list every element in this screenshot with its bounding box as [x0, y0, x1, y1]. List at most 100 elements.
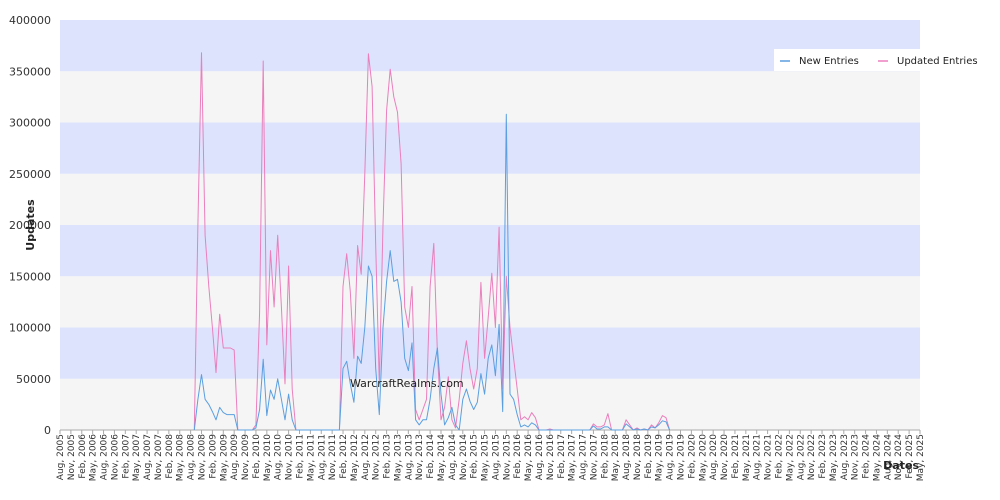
x-tick-label: Aug, 2010: [274, 434, 284, 480]
x-tick-label: Nov, 2009: [241, 434, 251, 480]
x-tick-label: May, 2022: [785, 434, 795, 481]
x-tick-label: Feb, 2020: [687, 434, 697, 479]
x-tick-label: May, 2017: [568, 434, 578, 481]
x-tick-label: Feb, 2025: [905, 434, 915, 479]
x-tick-label: May, 2006: [89, 434, 99, 482]
x-tick-label: Feb, 2019: [644, 434, 654, 479]
x-tick-label: Nov, 2005: [67, 434, 77, 480]
x-tick-label: Aug, 2005: [56, 434, 66, 480]
x-tick-label: May, 2021: [742, 434, 752, 481]
series-layer: [193, 52, 671, 431]
x-tick-label: May, 2016: [524, 434, 534, 482]
x-tick-label: Feb, 2023: [818, 434, 828, 479]
y-tick-label: 100000: [9, 322, 51, 335]
y-tick-label: 350000: [9, 65, 51, 78]
y-tick-label: 400000: [9, 14, 51, 27]
x-tick-label: Aug, 2006: [100, 434, 110, 480]
x-tick-label: May, 2023: [829, 434, 839, 481]
x-tick-label: May, 2025: [916, 434, 926, 481]
y-tick-label: 150000: [9, 270, 51, 283]
x-tick-label: Feb, 2010: [252, 434, 262, 479]
y-tick-labels: 0 50000 100000 150000 200000 250000 300000 3500…: [9, 14, 51, 437]
x-tick-label: Nov, 2010: [285, 434, 295, 480]
y-tick-label: 300000: [9, 117, 51, 130]
x-tick-label: Feb, 2024: [862, 434, 872, 479]
x-tick-label: May, 2018: [611, 434, 621, 482]
x-tick-label: Aug, 2013: [404, 434, 414, 480]
y-tick-label: 50000: [16, 373, 51, 386]
grid-band: [60, 122, 920, 174]
x-tick-label: Feb, 2012: [339, 434, 349, 479]
x-tick-label: Nov, 2011: [328, 434, 338, 480]
x-tick-label: May, 2012: [350, 434, 360, 481]
x-tick-label: Aug, 2018: [622, 434, 632, 480]
x-tick-label: May, 2011: [306, 434, 316, 481]
x-tick-label: Nov, 2018: [633, 434, 643, 480]
x-tick-label: Aug, 2007: [143, 434, 153, 480]
grid-bands: [60, 20, 920, 431]
x-tick-label: Aug, 2023: [840, 434, 850, 480]
x-tick-label: May, 2009: [219, 434, 229, 482]
x-tick-label: Feb, 2013: [383, 434, 393, 479]
x-tick-label: Aug, 2011: [317, 434, 327, 480]
x-tick-label: Nov, 2013: [415, 434, 425, 480]
legend-box: [774, 49, 984, 71]
x-tick-label: Nov, 2023: [851, 434, 861, 480]
x-tick-label: May, 2014: [437, 434, 447, 482]
x-tick-label: Aug, 2016: [535, 434, 545, 480]
x-tick-label: May, 2020: [698, 434, 708, 482]
y-tick-label: 250000: [9, 168, 51, 181]
x-tick-label: Aug, 2022: [796, 434, 806, 480]
x-tick-label: Feb, 2014: [426, 434, 436, 479]
x-tick-label: May, 2007: [132, 434, 142, 481]
x-tick-label: Nov, 2022: [807, 434, 817, 480]
grid-band: [60, 173, 920, 225]
x-tick-label: Nov, 2012: [372, 434, 382, 480]
x-tick-label: Feb, 2018: [600, 434, 610, 479]
x-tick-label: Feb, 2006: [78, 434, 88, 479]
x-tick-label: Aug, 2017: [579, 434, 589, 480]
grid-band: [60, 378, 920, 430]
x-tick-label: Nov, 2024: [894, 434, 904, 480]
x-tick-label: May, 2008: [176, 434, 186, 482]
grid-band: [60, 276, 920, 328]
y-axis-title: Updates: [24, 199, 37, 251]
x-tick-label: Aug, 2019: [666, 434, 676, 480]
legend: New Entries Updated Entries: [774, 49, 984, 71]
x-tick-label: Aug, 2008: [187, 434, 197, 480]
x-tick-label: Nov, 2006: [110, 434, 120, 480]
legend-label-updated-entries: Updated Entries: [897, 56, 978, 67]
x-tick-label: Nov, 2015: [502, 434, 512, 480]
x-tick-label: Feb, 2021: [731, 434, 741, 479]
x-tick-label: Aug, 2021: [753, 434, 763, 480]
x-tick-label: Feb, 2007: [121, 434, 131, 479]
grid-band: [60, 225, 920, 277]
x-tick-label: Aug, 2020: [709, 434, 719, 480]
x-tick-label: May, 2010: [263, 434, 273, 482]
x-axis-title: Dates: [883, 459, 919, 472]
x-tick-labels: Aug, 2005 Nov, 2005 Feb, 2006 May, 2006 Aug,…: [56, 434, 926, 482]
x-tick-label: Nov, 2016: [546, 434, 556, 480]
series-line-new-entries: [193, 113, 671, 431]
legend-label-new-entries: New Entries: [799, 56, 859, 67]
x-tick-label: Feb, 2022: [774, 434, 784, 479]
x-tick-label: Aug, 2014: [448, 434, 458, 480]
x-tick-label: Nov, 2019: [677, 434, 687, 480]
watermark: WarcraftRealms.com: [350, 377, 464, 390]
x-tick-label: Aug, 2012: [361, 434, 371, 480]
x-tick-marks: [59, 430, 921, 434]
x-tick-label: Nov, 2020: [720, 434, 730, 480]
x-tick-label: Feb, 2016: [513, 434, 523, 479]
x-tick-label: May, 2015: [481, 434, 491, 481]
x-tick-label: Nov, 2017: [589, 434, 599, 480]
x-tick-label: Nov, 2008: [198, 434, 208, 480]
x-tick-label: May, 2024: [872, 434, 882, 482]
x-tick-label: Feb, 2008: [165, 434, 175, 479]
x-tick-label: May, 2013: [393, 434, 403, 481]
x-tick-label: Aug, 2009: [230, 434, 240, 480]
x-tick-label: Feb, 2017: [557, 434, 567, 479]
x-tick-label: Nov, 2021: [764, 434, 774, 480]
x-tick-label: Feb, 2009: [208, 434, 218, 479]
y-tick-label: 200000: [9, 219, 51, 232]
